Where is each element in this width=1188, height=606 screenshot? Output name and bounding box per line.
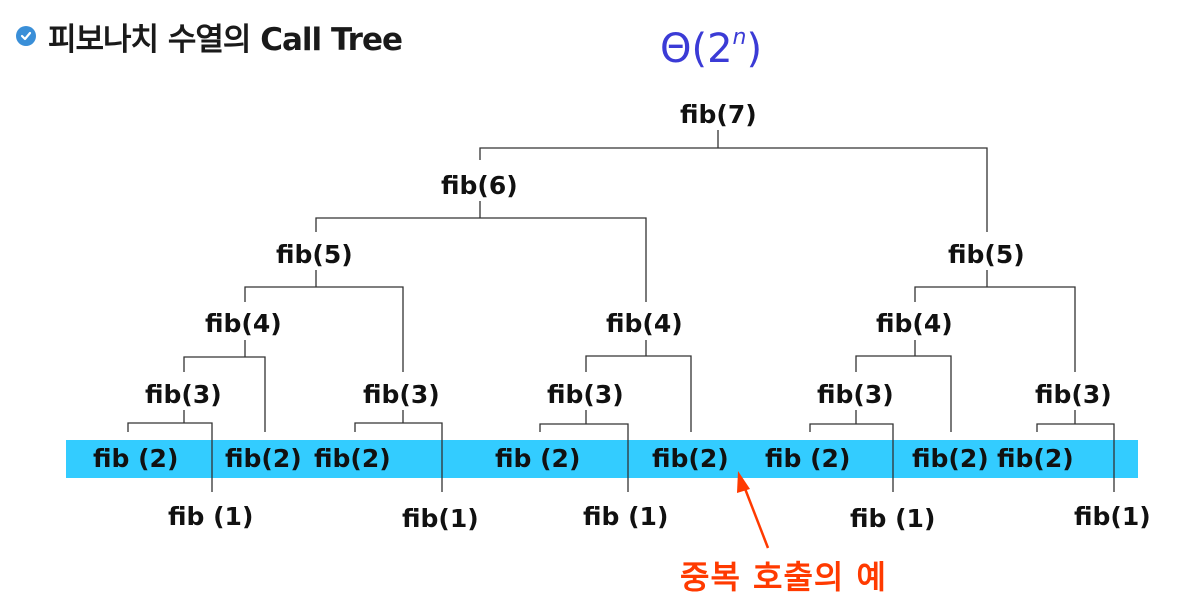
node-fib4-middle: fib(4) bbox=[606, 309, 683, 338]
node-fib2-3: fib(2) bbox=[314, 444, 391, 473]
node-fib2-2: fib(2) bbox=[225, 444, 302, 473]
node-fib4-right: fib(4) bbox=[876, 309, 953, 338]
node-fib3-1: fib(3) bbox=[145, 380, 222, 409]
complexity-base: Θ(2 bbox=[660, 26, 733, 72]
node-fib3-5: fib(3) bbox=[1035, 380, 1112, 409]
node-fib5-left: fib(5) bbox=[276, 240, 353, 269]
node-fib2-8: fib(2) bbox=[997, 444, 1074, 473]
node-fib2-6: fib (2) bbox=[765, 444, 851, 473]
node-fib2-1: fib (2) bbox=[93, 444, 179, 473]
node-fib6: fib(6) bbox=[441, 171, 518, 200]
node-fib4-left: fib(4) bbox=[205, 309, 282, 338]
node-fib7: fib(7) bbox=[680, 100, 757, 129]
node-fib3-3: fib(3) bbox=[547, 380, 624, 409]
complexity-close: ) bbox=[746, 26, 763, 72]
node-fib1-1: fib (1) bbox=[168, 502, 254, 531]
node-fib5-right: fib(5) bbox=[948, 240, 1025, 269]
check-bullet-icon bbox=[16, 26, 36, 46]
duplicate-calls-highlight-band bbox=[66, 440, 1138, 478]
complexity-exponent: n bbox=[732, 24, 747, 50]
node-fib2-7: fib(2) bbox=[912, 444, 989, 473]
slide-title: 피보나치 수열의 Call Tree bbox=[48, 22, 403, 58]
complexity-label: Θ(2n) bbox=[660, 24, 763, 72]
duplicate-call-annotation: 중복 호출의 예 bbox=[680, 558, 887, 596]
node-fib1-4: fib (1) bbox=[850, 504, 936, 533]
node-fib1-2: fib(1) bbox=[402, 504, 479, 533]
node-fib1-3: fib (1) bbox=[583, 502, 669, 531]
node-fib1-5: fib(1) bbox=[1074, 502, 1151, 531]
node-fib3-2: fib(3) bbox=[363, 380, 440, 409]
node-fib2-4: fib (2) bbox=[495, 444, 581, 473]
node-fib2-5: fib(2) bbox=[652, 444, 729, 473]
node-fib3-4: fib(3) bbox=[817, 380, 894, 409]
